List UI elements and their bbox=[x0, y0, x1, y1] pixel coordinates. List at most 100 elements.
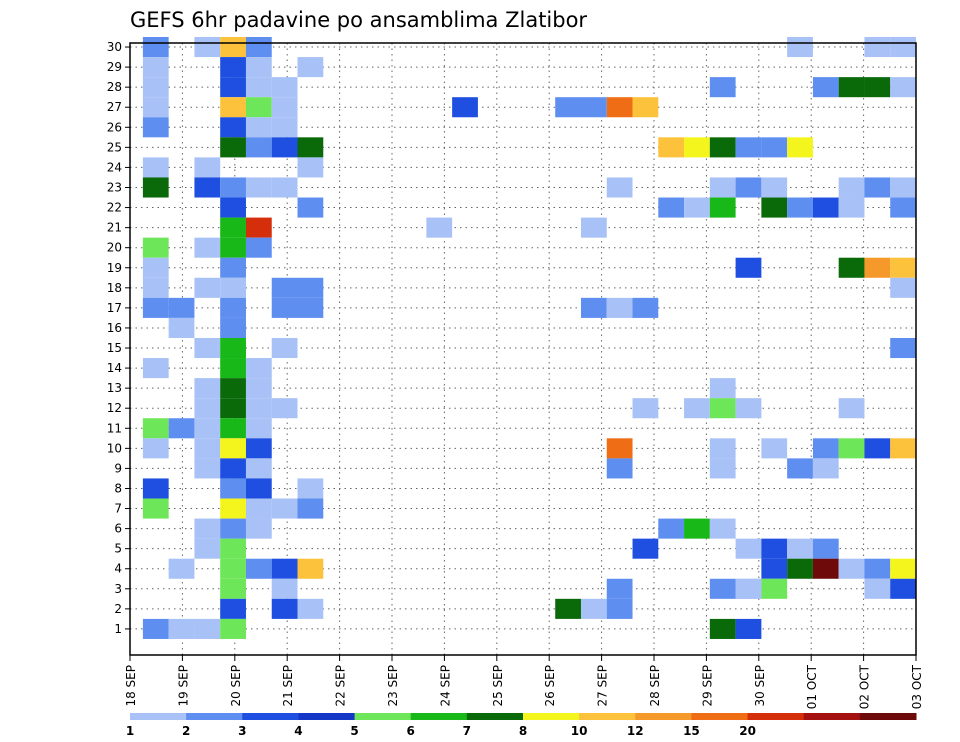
heat-cell bbox=[271, 97, 298, 118]
heat-cell bbox=[787, 137, 813, 158]
y-tick-label: 18 bbox=[107, 281, 122, 295]
y-tick-label: 21 bbox=[107, 221, 122, 235]
heat-cell bbox=[709, 458, 736, 479]
heat-cell bbox=[812, 538, 839, 559]
colorbar-label: 7 bbox=[463, 724, 471, 738]
heat-cell bbox=[220, 618, 246, 639]
heat-cell bbox=[735, 257, 762, 278]
y-tick-label: 23 bbox=[107, 180, 122, 194]
heat-cell bbox=[271, 578, 298, 599]
colorbar-swatch bbox=[242, 713, 299, 720]
heat-cell bbox=[142, 438, 169, 459]
x-tick-label: 27 SEP bbox=[596, 665, 610, 707]
x-axis: 18 SEP 19 SEP 20 SEP 21 SEP 22 SEP 23 SEP 24 S… bbox=[124, 655, 924, 709]
heat-cell bbox=[761, 578, 788, 599]
heat-cell bbox=[297, 558, 324, 579]
heat-cell bbox=[194, 618, 221, 639]
heat-cell bbox=[787, 558, 813, 579]
heat-cell bbox=[194, 177, 221, 198]
heat-cell bbox=[194, 418, 221, 439]
heat-cell bbox=[142, 418, 169, 439]
heat-cell bbox=[709, 77, 736, 98]
heat-cell bbox=[271, 117, 298, 138]
heat-cell bbox=[761, 177, 788, 198]
colorbar-swatch bbox=[130, 713, 187, 720]
heat-cell bbox=[709, 398, 736, 419]
colorbar-label: 10 bbox=[571, 724, 588, 738]
heat-cell bbox=[606, 578, 633, 599]
heat-cell bbox=[245, 438, 272, 459]
y-tick-label: 28 bbox=[107, 80, 122, 94]
heat-cell bbox=[142, 57, 169, 78]
heat-cell bbox=[709, 438, 736, 459]
heat-cell bbox=[220, 418, 246, 439]
y-tick-label: 12 bbox=[107, 401, 122, 415]
y-tick-label: 29 bbox=[107, 60, 122, 74]
heat-cell bbox=[142, 358, 169, 379]
heat-cell bbox=[890, 558, 916, 579]
colorbar-label: 4 bbox=[294, 724, 302, 738]
heat-cell bbox=[194, 458, 221, 479]
heat-cell bbox=[580, 598, 607, 619]
heat-cell bbox=[606, 458, 633, 479]
colorbar-label: 3 bbox=[238, 724, 246, 738]
heat-cell bbox=[864, 177, 891, 198]
heat-cell bbox=[709, 518, 736, 539]
heat-cell bbox=[142, 77, 169, 98]
heat-cell bbox=[245, 57, 272, 78]
heat-cell bbox=[606, 297, 633, 318]
heat-cell bbox=[194, 237, 221, 258]
heat-cell bbox=[709, 618, 736, 639]
heat-cell bbox=[245, 478, 272, 499]
colorbar-label: 15 bbox=[683, 724, 700, 738]
heat-cell bbox=[220, 358, 246, 379]
heat-cell bbox=[194, 277, 221, 298]
heat-cell bbox=[142, 97, 169, 118]
colorbar-label: 20 bbox=[739, 724, 756, 738]
heat-cell bbox=[220, 317, 246, 338]
heat-cell bbox=[812, 197, 839, 218]
heat-cell bbox=[220, 297, 246, 318]
x-tick-label: 01 OCT bbox=[805, 664, 819, 709]
heat-cell bbox=[297, 157, 324, 178]
x-tick-label: 22 SEP bbox=[334, 665, 348, 707]
x-tick-label: 28 SEP bbox=[648, 665, 662, 707]
heat-cell bbox=[142, 177, 169, 198]
heat-cell bbox=[245, 378, 272, 399]
colorbar-label: 5 bbox=[350, 724, 358, 738]
heat-cell bbox=[735, 618, 762, 639]
heat-cell bbox=[245, 358, 272, 379]
heat-cell bbox=[632, 297, 659, 318]
x-tick-label: 20 SEP bbox=[229, 665, 243, 707]
heat-cell bbox=[168, 297, 195, 318]
heat-cell bbox=[761, 438, 788, 459]
heat-cell bbox=[168, 317, 195, 338]
heat-cell bbox=[220, 137, 246, 158]
x-tick-label: 29 SEP bbox=[700, 665, 714, 707]
heat-cell bbox=[220, 177, 246, 198]
colorbar-swatch bbox=[579, 713, 636, 720]
heat-cell bbox=[632, 398, 659, 419]
heat-cell bbox=[890, 578, 916, 599]
heat-cell bbox=[787, 197, 813, 218]
heat-cell bbox=[142, 297, 169, 318]
heat-cell bbox=[580, 217, 607, 238]
heat-cell bbox=[220, 77, 246, 98]
heat-cell bbox=[735, 177, 762, 198]
heat-cell bbox=[194, 518, 221, 539]
heat-cell bbox=[220, 498, 246, 519]
heat-cell bbox=[142, 37, 169, 58]
colorbar-label: 2 bbox=[182, 724, 190, 738]
heat-cell bbox=[658, 197, 685, 218]
heat-cell bbox=[658, 137, 685, 158]
heat-cell bbox=[864, 37, 891, 58]
heat-cell bbox=[580, 297, 607, 318]
heat-cell bbox=[297, 197, 324, 218]
heat-cell bbox=[220, 277, 246, 298]
y-tick-label: 15 bbox=[107, 341, 122, 355]
heat-cell bbox=[632, 97, 659, 118]
y-tick-label: 27 bbox=[107, 100, 122, 114]
y-tick-label: 19 bbox=[107, 261, 122, 275]
heat-cell bbox=[142, 277, 169, 298]
heat-cell bbox=[245, 558, 272, 579]
